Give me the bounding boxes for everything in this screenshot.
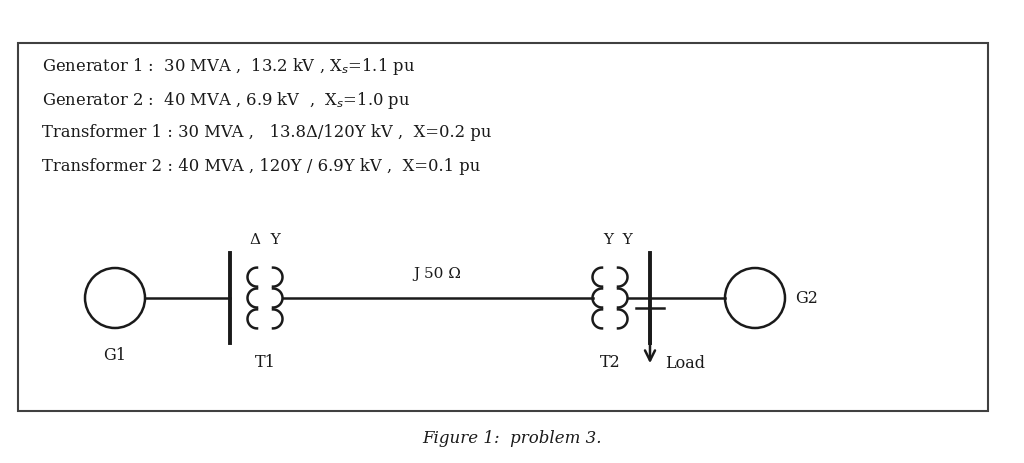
Text: G2: G2 xyxy=(795,290,818,307)
Text: Load: Load xyxy=(665,355,705,372)
Text: J 50 Ω: J 50 Ω xyxy=(414,266,462,281)
Text: Figure 1:  problem 3.: Figure 1: problem 3. xyxy=(422,430,602,446)
Text: T1: T1 xyxy=(255,353,275,370)
FancyBboxPatch shape xyxy=(18,44,988,411)
Text: Δ  Y: Δ Y xyxy=(250,232,281,246)
Text: Generator 2 :  40 MVA , 6.9 kV  ,  X$_s$=1.0 pu: Generator 2 : 40 MVA , 6.9 kV , X$_s$=1.… xyxy=(42,90,411,111)
Text: Y  Y: Y Y xyxy=(603,232,633,246)
Text: Transformer 2 : 40 MVA , 120Y / 6.9Y kV ,  X=0.1 pu: Transformer 2 : 40 MVA , 120Y / 6.9Y kV … xyxy=(42,158,480,175)
Text: Transformer 1 : 30 MVA ,   13.8Δ/120Y kV ,  X=0.2 pu: Transformer 1 : 30 MVA , 13.8Δ/120Y kV ,… xyxy=(42,124,492,141)
Text: G1: G1 xyxy=(103,346,127,363)
Text: T2: T2 xyxy=(600,353,621,370)
Text: Generator 1 :  30 MVA ,  13.2 kV , X$_s$=1.1 pu: Generator 1 : 30 MVA , 13.2 kV , X$_s$=1… xyxy=(42,56,415,77)
